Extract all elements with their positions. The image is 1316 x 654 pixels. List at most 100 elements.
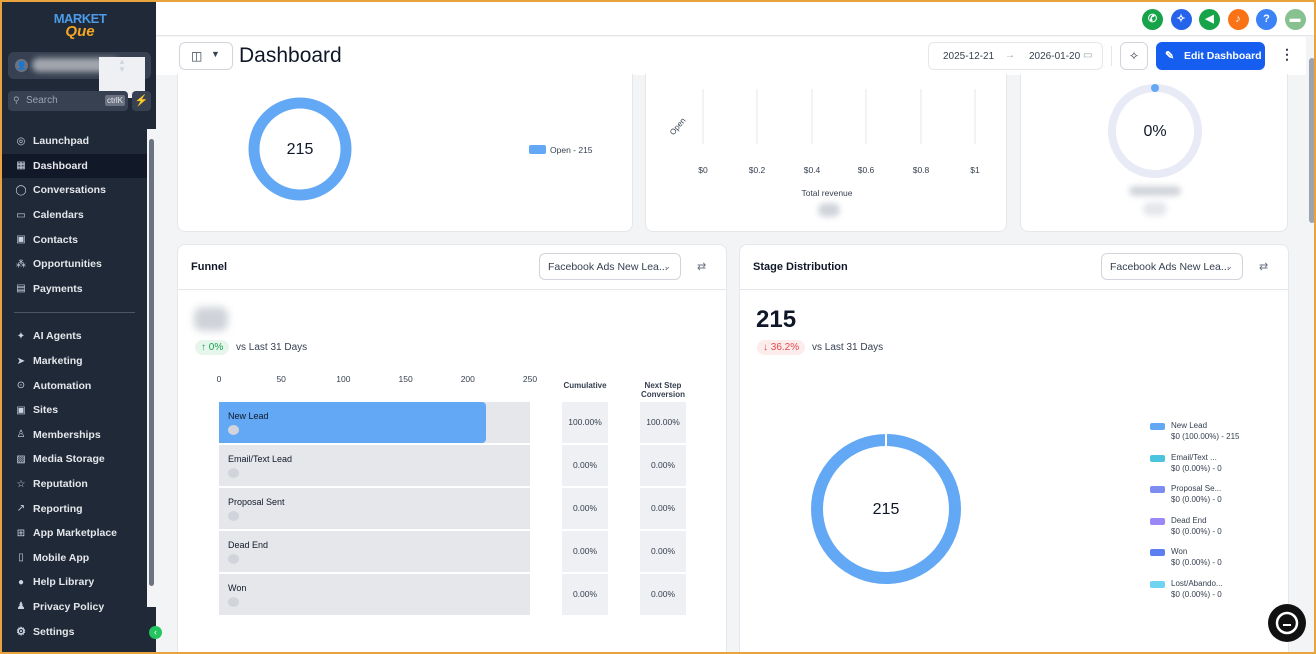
sidebar-item-marketing[interactable]: ➤ Marketing <box>2 349 147 374</box>
calendar-icon: ▭ <box>16 209 26 221</box>
legend-item[interactable]: Won $0 (0.00%) - 0 <box>1150 546 1222 568</box>
sidebar-item-label: Settings <box>33 626 75 638</box>
stage-distribution-card: Stage Distribution Facebook Ads New Lea.… <box>739 244 1289 652</box>
search-input[interactable]: ⚲ Search ctrlK <box>8 91 128 111</box>
help-icon: ● <box>17 576 25 588</box>
sidebar-item-reporting[interactable]: ↗ Reporting <box>2 496 147 521</box>
sidebar-item-launchpad[interactable]: ◎ Launchpad <box>2 129 147 154</box>
sidebar-item-label: Opportunities <box>33 258 102 271</box>
more-options-icon[interactable]: ⋮ <box>1280 46 1294 62</box>
legend-item[interactable]: Email/Text ... $0 (0.00%) - 0 <box>1150 452 1222 474</box>
quick-action-bolt-icon[interactable]: ⚡ <box>132 91 151 111</box>
trend-icon: ↗ <box>16 503 26 515</box>
sidebar-item-payments[interactable]: ▤ Payments <box>2 277 147 302</box>
sidebar-scrollbar-thumb[interactable] <box>149 139 154 586</box>
conversion-gauge-card: 0% <box>1020 74 1288 232</box>
legend-swatch <box>1150 549 1165 556</box>
funnel-stage-row[interactable]: New Lead <box>219 402 530 443</box>
sidebar-item-reputation[interactable]: ☆ Reputation <box>2 472 147 497</box>
ai-magic-button[interactable]: ✧ <box>1120 42 1148 70</box>
sidebar-item-label: Dashboard <box>33 159 88 172</box>
sidebar-item-opportunities[interactable]: ⁂ Opportunities <box>2 252 147 277</box>
sidebar-item-conversations[interactable]: ◯ Conversations <box>2 178 147 203</box>
sidebar-item-media-storage[interactable]: ▨ Media Storage <box>2 447 147 472</box>
layout-switcher-button[interactable]: ◫ ▼ <box>179 42 233 70</box>
legend-stage-value: $0 (0.00%) - 0 <box>1171 495 1222 504</box>
sidebar-item-calendars[interactable]: ▭ Calendars <box>2 203 147 228</box>
date-range-picker[interactable]: 2025-12-21 → 2026-01-20 ▭ <box>928 42 1103 70</box>
legend-item[interactable]: New Lead $0 (100.00%) - 215 <box>1150 420 1240 442</box>
magic-wand-icon[interactable]: ✧ <box>1170 9 1192 30</box>
sidebar: MARKET Que 👤 ▴ ▾ ⚲ Search ctrlK ⚡ ◎ Launch… <box>2 2 162 652</box>
sidebar-item-ai-agents[interactable]: ✦ AI Agents <box>2 324 147 349</box>
funnel-stage-row[interactable]: Won <box>219 574 530 615</box>
automation-icon: ⊙ <box>16 380 26 392</box>
sidebar-item-sites[interactable]: ▣ Sites <box>2 398 147 423</box>
legend-item[interactable]: Dead End $0 (0.00%) - 0 <box>1150 515 1222 537</box>
sidebar-item-label: AI Agents <box>33 330 82 343</box>
filter-sliders-icon[interactable]: ⇄ <box>697 261 707 273</box>
legend-swatch <box>1150 517 1165 525</box>
funnel-axis-tick: 50 <box>276 374 286 384</box>
legend-stage-name: Email/Text ... <box>1171 452 1217 462</box>
sidebar-item-label: Reputation <box>33 478 88 491</box>
funnel-axis-tick: 150 <box>398 374 413 384</box>
stage-pipeline-select[interactable]: Facebook Ads New Lea... ⌄ <box>1101 253 1243 280</box>
sidebar-item-memberships[interactable]: ♙ Memberships <box>2 423 147 448</box>
x-tick-label: $0.8 <box>912 165 930 175</box>
megaphone-icon[interactable]: ◀ <box>1199 9 1220 30</box>
legend-item[interactable]: Lost/Abando... $0 (0.00%) - 0 <box>1150 578 1223 600</box>
chat-widget-button[interactable] <box>1268 604 1306 642</box>
x-tick-label: $0.2 <box>748 165 766 175</box>
funnel-stage-row[interactable]: Email/Text Lead <box>219 445 530 486</box>
sidebar-item-help-library[interactable]: ● Help Library <box>2 570 147 595</box>
user-avatar-icon[interactable]: ▬ <box>1284 9 1306 30</box>
stage-card-header: Stage Distribution Facebook Ads New Lea.… <box>740 245 1288 290</box>
legend-stage-value: $0 (0.00%) - 0 <box>1171 526 1222 536</box>
sidebar-item-mobile-app[interactable]: ▯ Mobile App <box>2 546 147 571</box>
gauge-value: 0% <box>1143 123 1167 140</box>
sidebar-item-contacts[interactable]: ▣ Contacts <box>2 227 147 252</box>
ai-sparkle-icon: ✦ <box>16 330 26 342</box>
phone-icon[interactable]: ✆ <box>1142 9 1163 30</box>
x-tick-label: $0.6 <box>857 165 875 175</box>
legend-swatch <box>1150 486 1165 493</box>
sidebar-item-privacy-policy[interactable]: ♟ Privacy Policy <box>2 595 147 620</box>
top-bar: ✆ ✧ ◀ ♪? ▬ <box>156 2 1314 36</box>
stage-indicator-dot <box>228 425 239 435</box>
funnel-stage-row[interactable]: Proposal Sent <box>219 488 530 529</box>
x-tick-label: $1 <box>970 165 980 175</box>
sidebar-item-label: Conversations <box>33 184 106 197</box>
logo[interactable]: MARKET Que <box>52 12 108 39</box>
sidebar-item-settings[interactable]: ⚙ Settings <box>2 620 156 644</box>
sidebar-item-label: Calendars <box>33 209 84 222</box>
sidebar-item-automation[interactable]: ⊙ Automation <box>2 373 147 398</box>
funnel-stage-row[interactable]: Dead End <box>219 531 530 572</box>
help-icon[interactable]: ? <box>1256 9 1277 30</box>
gauge-chart <box>1108 84 1202 178</box>
legend-swatch <box>1150 423 1165 430</box>
donut-center-value: 215 <box>286 141 314 158</box>
main-scrollbar-thumb[interactable] <box>1309 58 1314 223</box>
blurred-value <box>1143 202 1167 216</box>
filter-sliders-icon[interactable]: ⇄ <box>1259 261 1269 273</box>
account-switcher[interactable]: 👤 ▴ ▾ <box>8 52 151 98</box>
sidebar-item-label: App Marketplace <box>33 527 118 540</box>
revenue-bar-card: Open $0 $0.2 $0.4 $0.6 $0.8 $1 Total revenue <box>645 74 1007 232</box>
stage-indicator-dot <box>228 468 239 478</box>
payments-icon: ▤ <box>16 283 26 295</box>
sidebar-item-app-marketplace[interactable]: ⊞ App Marketplace <box>2 521 147 546</box>
date-start: 2025-12-21 <box>943 51 995 62</box>
bell-icon[interactable]: ♪ <box>1227 9 1249 30</box>
chevron-down-icon: ⌄ <box>1225 261 1233 271</box>
rocket-icon: ◎ <box>16 135 26 147</box>
edit-dashboard-button[interactable]: ✎ Edit Dashboard <box>1156 42 1265 70</box>
legend-item[interactable]: Proposal Se... $0 (0.00%) - 0 <box>1150 483 1222 505</box>
funnel-axis-tick: 0 <box>216 374 222 384</box>
sidebar-item-dashboard[interactable]: ▦ Dashboard <box>2 153 147 179</box>
layout-icon: ◫ <box>191 49 203 63</box>
funnel-pipeline-select[interactable]: Facebook Ads New Lea... ⌄ <box>539 253 681 280</box>
comparison-label: vs Last 31 Days <box>236 342 308 353</box>
collapse-sidebar-icon[interactable]: ‹ <box>149 626 162 639</box>
legend-stage-name: Won <box>1171 547 1188 556</box>
